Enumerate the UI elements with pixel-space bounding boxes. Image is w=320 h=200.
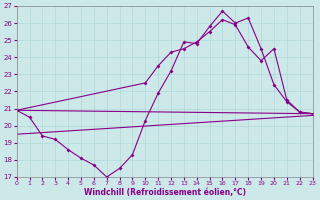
X-axis label: Windchill (Refroidissement éolien,°C): Windchill (Refroidissement éolien,°C) [84,188,245,197]
